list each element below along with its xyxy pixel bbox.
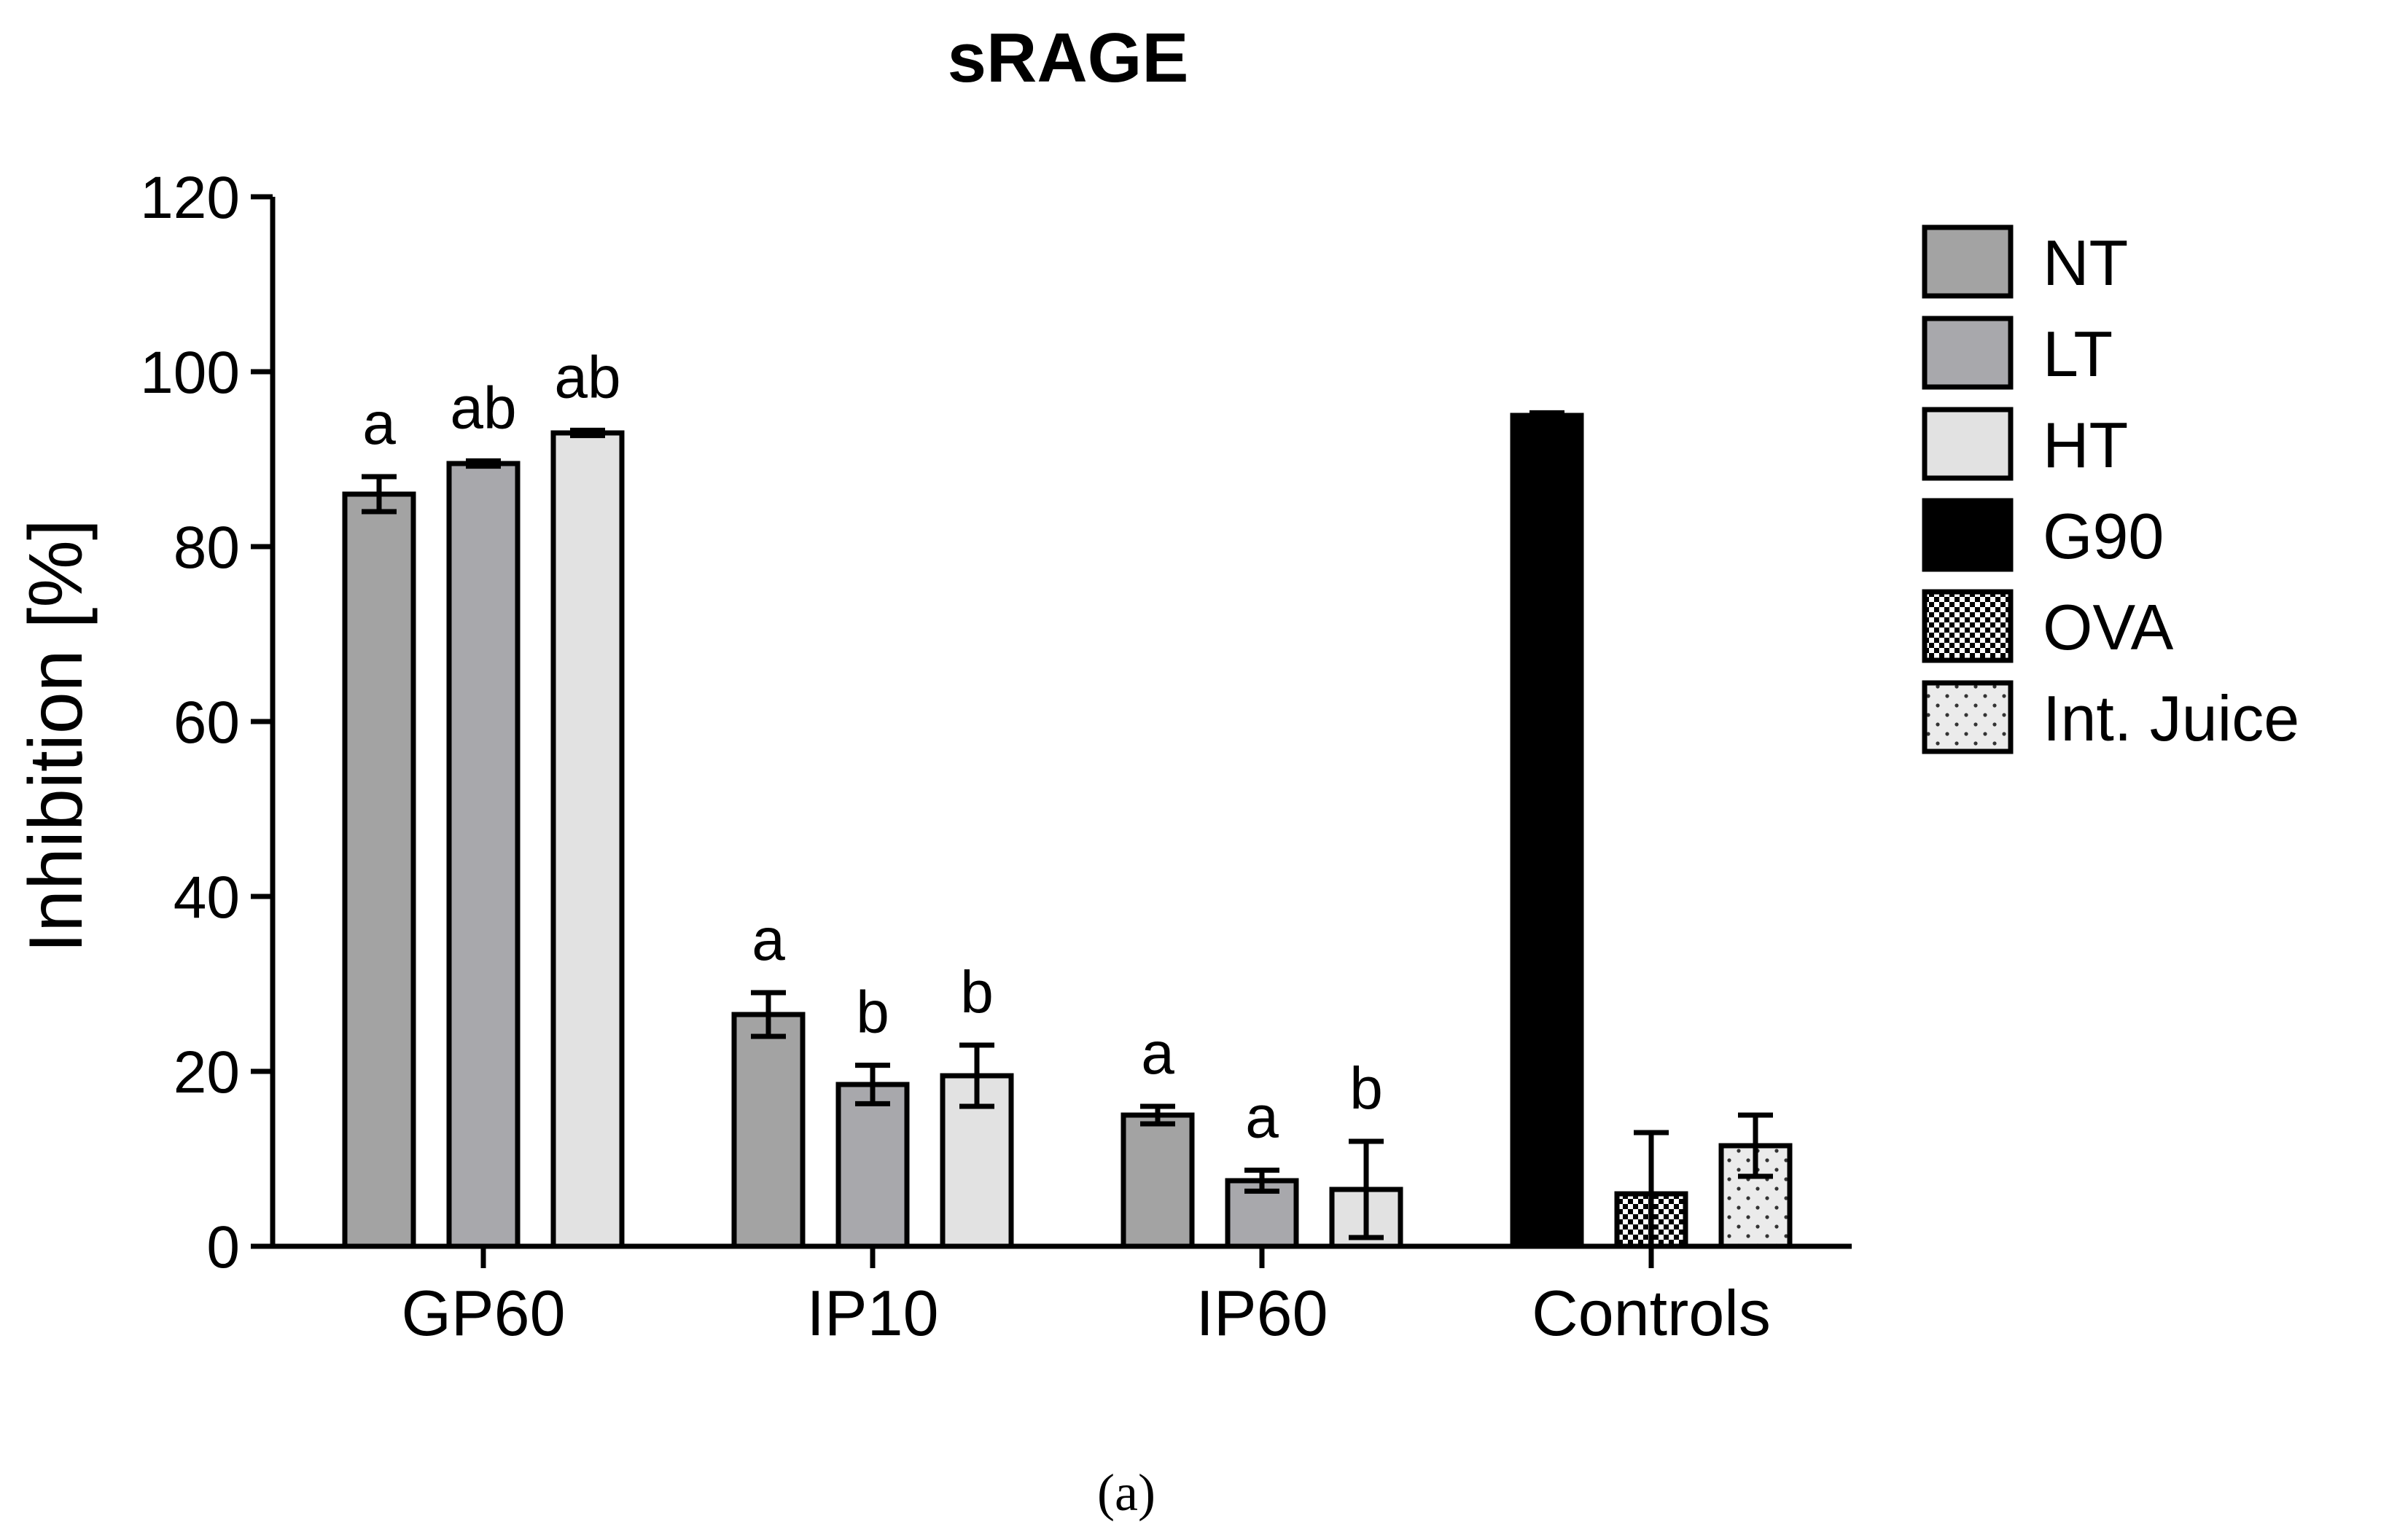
figure-caption: (a)	[1097, 1463, 1155, 1522]
y-tick-label: 100	[140, 340, 240, 406]
x-category-gp60: GP60	[401, 1277, 565, 1349]
x-category-ip60: IP60	[1196, 1277, 1328, 1349]
sig-label-gp60-lt: ab	[450, 375, 516, 441]
bar-gp60-nt	[342, 491, 416, 1249]
y-axis-ticks: 0 20 40 60 80 100 120	[140, 165, 273, 1281]
error-bars-layer	[362, 410, 1773, 1249]
bar-controls-g90	[1510, 413, 1584, 1249]
legend-label-lt: LT	[2043, 318, 2113, 390]
legend-swatch-g90	[1922, 498, 2014, 572]
legend-label-nt: NT	[2043, 227, 2128, 299]
x-category-controls: Controls	[1532, 1277, 1771, 1349]
sig-label-gp60-nt: a	[362, 391, 396, 457]
error-bar-gp60-ht	[570, 427, 605, 439]
legend-swatch-ht	[1922, 407, 2014, 481]
y-tick-label: 0	[206, 1214, 240, 1281]
bars-layer	[342, 413, 1793, 1249]
sig-label-ip10-lt: b	[856, 980, 889, 1046]
chart-title: sRAGE	[948, 19, 1189, 97]
y-tick-label: 20	[174, 1039, 240, 1106]
y-tick-label: 60	[174, 689, 240, 756]
bar-ip60-nt	[1121, 1112, 1195, 1249]
legend: NT LT HT G90 OVA Int. Juice	[1922, 224, 2299, 754]
y-tick-label: 80	[174, 515, 240, 581]
error-bar-gp60-lt	[466, 458, 501, 469]
error-bar-ip60-nt	[1140, 1103, 1175, 1127]
legend-swatch-lt	[1922, 316, 2014, 390]
error-bar-controls-int-juice	[1738, 1112, 1773, 1179]
sig-label-ip60-nt: a	[1141, 1020, 1174, 1087]
y-tick-label: 120	[140, 165, 240, 231]
legend-swatch-int-juice	[1922, 680, 2014, 754]
y-axis-label: Inhibition [%]	[14, 519, 98, 953]
legend-label-g90: G90	[2043, 500, 2164, 572]
error-bar-ip60-lt	[1244, 1168, 1279, 1194]
legend-swatch-nt	[1922, 224, 2014, 299]
bar-ip10-nt	[731, 1012, 806, 1249]
bar-gp60-ht	[550, 430, 625, 1249]
y-tick-label: 40	[174, 864, 240, 931]
sig-label-ip10-ht: b	[960, 959, 994, 1025]
x-category-ip10: IP10	[806, 1277, 938, 1349]
error-bar-ip10-nt	[751, 990, 786, 1039]
bar-ip10-lt	[835, 1082, 910, 1249]
error-bar-controls-g90	[1529, 410, 1564, 421]
sig-label-ip10-nt: a	[752, 907, 785, 973]
error-bar-gp60-nt	[362, 474, 397, 515]
x-axis-categories: GP60 IP10 IP60 Controls	[401, 1246, 1771, 1349]
sig-label-gp60-ht: ab	[554, 344, 620, 410]
legend-label-ht: HT	[2043, 409, 2128, 481]
legend-label-ova: OVA	[2043, 591, 2174, 663]
error-bar-ip10-ht	[959, 1042, 994, 1109]
error-bar-ip10-lt	[855, 1063, 890, 1106]
sig-label-ip60-lt: a	[1245, 1084, 1279, 1151]
error-bar-ip60-ht	[1349, 1138, 1384, 1240]
legend-swatch-ova	[1922, 589, 2014, 663]
bar-gp60-lt	[446, 461, 521, 1249]
sig-label-ip60-ht: b	[1349, 1055, 1383, 1122]
legend-label-int-juice: Int. Juice	[2043, 682, 2299, 754]
